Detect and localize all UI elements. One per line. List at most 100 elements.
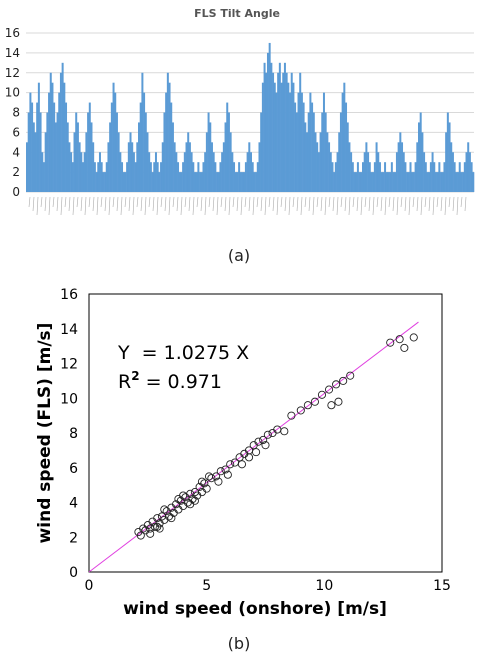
- chart-a-bar: [377, 152, 380, 192]
- chart-b-y-tick-label: 2: [69, 530, 78, 546]
- chart-a-x-tick-label: [252, 196, 255, 216]
- chart-a-x-tick-label: [156, 196, 159, 216]
- chart-a-bar: [161, 142, 164, 192]
- chart-a-x-tick-label: [272, 196, 275, 212]
- chart-a-bar: [321, 112, 324, 192]
- chart-a-x-tick-label: [176, 196, 179, 212]
- chart-a-bar: [468, 152, 471, 192]
- chart-a-bar: [217, 172, 220, 192]
- chart-a-bar: [139, 102, 142, 192]
- chart-b-point: [136, 531, 145, 540]
- chart-a-bar: [414, 162, 417, 192]
- chart-a-bar: [194, 172, 196, 192]
- chart-a-x-tick-label: [424, 196, 427, 208]
- chart-a-bar: [255, 172, 258, 192]
- chart-a-bar: [322, 92, 325, 192]
- chart-b-point: [167, 514, 176, 523]
- chart-a-bar: [429, 162, 432, 192]
- chart-a-bar: [126, 162, 129, 192]
- chart-a-x-tick-label: [284, 196, 287, 212]
- chart-b-x-tick-label: 0: [85, 578, 94, 594]
- chart-a-y-tick-label: 12: [5, 66, 20, 80]
- chart-a-bar: [34, 132, 37, 192]
- chart-b-point: [216, 467, 225, 476]
- chart-a-y-tick-label: 6: [12, 125, 20, 139]
- chart-b-x-tick-label: 10: [315, 578, 333, 594]
- chart-a-bar: [180, 172, 183, 192]
- chart-a-bar: [423, 152, 426, 192]
- chart-a-bar: [372, 172, 375, 192]
- chart-a-bar: [209, 122, 212, 192]
- chart-a-x-tick-label: [108, 196, 111, 216]
- chart-a-bar: [467, 142, 470, 192]
- chart-a-bar: [231, 152, 234, 192]
- chart-a-bar: [309, 92, 312, 192]
- chart-a-x-tick-label: [364, 196, 367, 208]
- chart-b-plot-frame: [88, 293, 443, 573]
- chart-a-x-tick-label: [164, 196, 167, 212]
- chart-a-bar: [334, 162, 337, 192]
- chart-a-bar: [412, 172, 415, 192]
- chart-a-bar: [280, 82, 283, 192]
- chart-a-x-tick-label: [268, 196, 271, 208]
- chart-a-bar: [256, 162, 259, 192]
- chart-a-bar: [345, 102, 348, 192]
- chart-a-bar: [41, 152, 44, 192]
- chart-a-bar: [183, 152, 186, 192]
- chart-b-point: [400, 343, 409, 352]
- chart-b-point: [296, 406, 305, 415]
- chart-a-bar: [37, 82, 40, 192]
- chart-a-bar: [117, 132, 120, 192]
- chart-a-bar: [224, 122, 227, 192]
- chart-a-bar: [236, 172, 239, 192]
- chart-b-y-tick-label: 0: [69, 565, 78, 581]
- chart-a-x-tick-label: [28, 196, 31, 208]
- chart-a-bar: [119, 152, 122, 192]
- chart-a-bar: [42, 162, 45, 192]
- chart-a-bar: [266, 52, 269, 192]
- chart-a-bar: [462, 172, 465, 192]
- chart-b-point: [186, 500, 195, 509]
- chart-a-bar: [153, 162, 156, 192]
- chart-a-bar: [378, 162, 381, 192]
- chart-a-x-tick-label: [200, 196, 203, 212]
- chart-a-x-tick-label: [448, 196, 451, 208]
- chart-a-bar: [59, 72, 62, 192]
- chart-a-bar: [144, 112, 147, 192]
- chart-a-bar: [311, 102, 314, 192]
- tilt-angle-bar-chart: FLS Tilt Angle 0 2 4 6 8 10 12 14 16: [5, 7, 475, 216]
- chart-a-bar: [63, 82, 66, 192]
- chart-a-x-tick-label: [316, 196, 319, 208]
- chart-b-point: [223, 470, 232, 479]
- chart-a-bar: [385, 172, 388, 192]
- chart-a-bar: [83, 152, 86, 192]
- chart-b-y-tick-label: 12: [60, 357, 78, 373]
- chart-a-bar: [346, 122, 349, 192]
- chart-a-bar: [338, 132, 341, 192]
- chart-a-x-tick-label: [344, 196, 347, 212]
- chart-b-point: [244, 453, 254, 462]
- chart-a-bar: [214, 162, 217, 192]
- chart-a-bar: [368, 162, 371, 192]
- chart-a-bar: [351, 162, 354, 192]
- chart-b-point: [287, 411, 296, 420]
- chart-a-x-tick-label: [312, 196, 315, 216]
- chart-a-bar: [98, 152, 101, 192]
- chart-a-bar: [149, 162, 152, 192]
- chart-a-x-tick-label: [324, 196, 327, 216]
- chart-a-bar: [339, 112, 342, 192]
- chart-a-x-tick-label: [420, 196, 423, 216]
- chart-b-point: [155, 524, 164, 533]
- chart-a-bar: [401, 142, 404, 192]
- chart-a-bar: [136, 142, 139, 192]
- chart-a-bar: [418, 122, 420, 192]
- chart-b-y-tick-label: 8: [69, 426, 78, 442]
- chart-b-point: [386, 338, 395, 347]
- chart-a-bar: [216, 172, 219, 192]
- chart-a-x-tick-label: [88, 196, 91, 208]
- chart-a-x-tick-label: [228, 196, 231, 216]
- chart-a-bar: [326, 132, 329, 192]
- chart-a-bar: [438, 162, 441, 192]
- chart-a-bar: [457, 172, 460, 192]
- chart-a-bar: [146, 132, 149, 192]
